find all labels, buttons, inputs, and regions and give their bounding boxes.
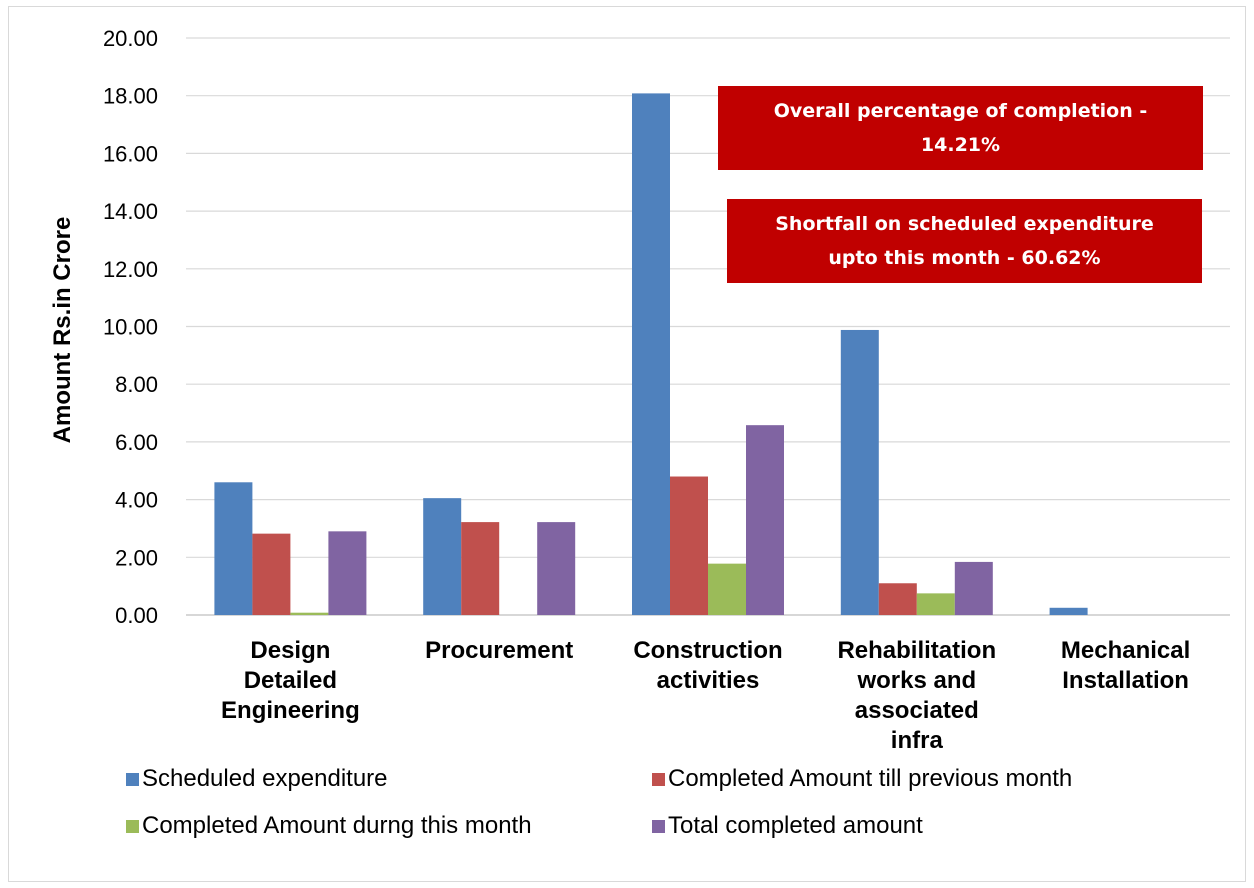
legend: Scheduled expenditure Completed Amount ti… [126, 765, 1072, 839]
x-category-label: Detailed [244, 667, 337, 694]
y-tick-label: 8.00 [115, 372, 158, 397]
shortfall-callout: Shortfall on scheduled expenditure upto … [727, 199, 1202, 283]
legend-label: Total completed amount [668, 812, 923, 839]
x-category-label: associated [855, 697, 979, 724]
y-tick-label: 16.00 [103, 141, 158, 166]
bar [214, 482, 253, 615]
x-category-label: Installation [1062, 667, 1189, 694]
x-category-label: activities [657, 667, 760, 694]
bar [746, 425, 784, 615]
legend-label: Completed Amount durng this month [142, 812, 532, 839]
x-category-label: Procurement [425, 637, 573, 664]
x-category-label: Rehabilitation [837, 637, 996, 664]
bar [708, 563, 746, 615]
x-category-label: works and [856, 667, 976, 694]
bar [1049, 607, 1088, 615]
y-tick-label: 12.00 [103, 257, 158, 282]
legend-swatch [126, 773, 139, 786]
x-category-label: Engineering [221, 697, 360, 724]
y-tick-label: 20.00 [103, 26, 158, 51]
x-category-label: Mechanical [1061, 637, 1190, 664]
y-tick-label: 6.00 [115, 430, 158, 455]
bar [537, 522, 576, 615]
x-axis-categories: Design Detailed Engineering Procurement Cons… [221, 637, 1190, 754]
x-category-label: Construction [633, 637, 782, 664]
bar [252, 533, 291, 615]
callout-line: Shortfall on scheduled expenditure [775, 213, 1154, 235]
y-axis-ticks: 0.00 2.00 4.00 6.00 8.00 10.00 12.00 14.00 16.00… [103, 26, 158, 628]
bars [214, 93, 1088, 616]
y-tick-label: 18.00 [103, 84, 158, 109]
legend-swatch [652, 773, 665, 786]
legend-swatch [652, 820, 665, 833]
bar [954, 561, 993, 615]
legend-label: Completed Amount till previous month [668, 765, 1072, 792]
callout-line: upto this month - 60.62% [828, 247, 1101, 269]
bar [423, 498, 462, 615]
y-tick-label: 0.00 [115, 603, 158, 628]
bar [916, 593, 955, 615]
bar [670, 476, 708, 615]
y-tick-label: 4.00 [115, 488, 158, 513]
y-tick-label: 10.00 [103, 315, 158, 340]
y-tick-label: 2.00 [115, 545, 158, 570]
completion-callout: Overall percentage of completion - 14.21… [718, 86, 1203, 170]
bar [878, 583, 917, 615]
legend-label: Scheduled expenditure [142, 765, 388, 792]
bar [461, 522, 500, 615]
y-tick-label: 14.00 [103, 199, 158, 224]
legend-swatch [126, 820, 139, 833]
x-category-label: infra [891, 727, 944, 754]
y-axis-label: Amount Rs.in Crore [49, 217, 76, 444]
bar [632, 93, 670, 616]
callout-line: 14.21% [920, 134, 1001, 156]
bar [290, 612, 329, 615]
bar [840, 329, 879, 615]
x-category-label: Design [250, 637, 330, 664]
bar [328, 531, 367, 615]
callout-line: Overall percentage of completion - [773, 100, 1148, 122]
